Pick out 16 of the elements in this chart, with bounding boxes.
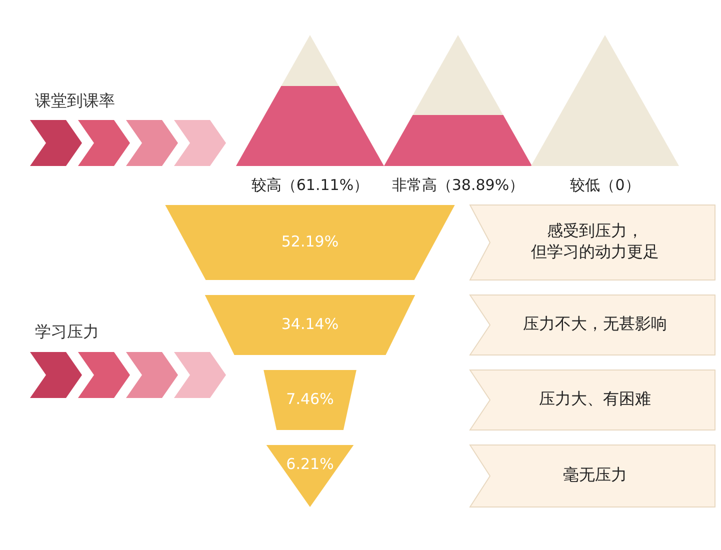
data-label: 34.14% bbox=[281, 315, 339, 334]
data-label: 52.19% bbox=[281, 232, 339, 251]
category-label: 压力不大，无甚影响 bbox=[523, 314, 667, 334]
category-label: 较高 bbox=[251, 176, 282, 194]
category-label: 较低 bbox=[570, 176, 600, 194]
data-label: 6.21% bbox=[286, 455, 334, 474]
category-label: 感受到压力，但学习的动力更足 bbox=[531, 221, 659, 262]
category-label: 压力大、有困难 bbox=[539, 389, 651, 408]
text: 学习压力 bbox=[35, 322, 99, 342]
category-label: 毫无压力 bbox=[563, 465, 627, 484]
data-label: 7.46% bbox=[286, 390, 334, 408]
text: 课堂到课率 bbox=[35, 91, 115, 110]
category-label: 非常高 bbox=[392, 176, 437, 194]
data-label: （38.89%） bbox=[436, 176, 524, 194]
data-label: （61.11%） bbox=[281, 176, 369, 194]
data-label: （0） bbox=[600, 176, 640, 194]
